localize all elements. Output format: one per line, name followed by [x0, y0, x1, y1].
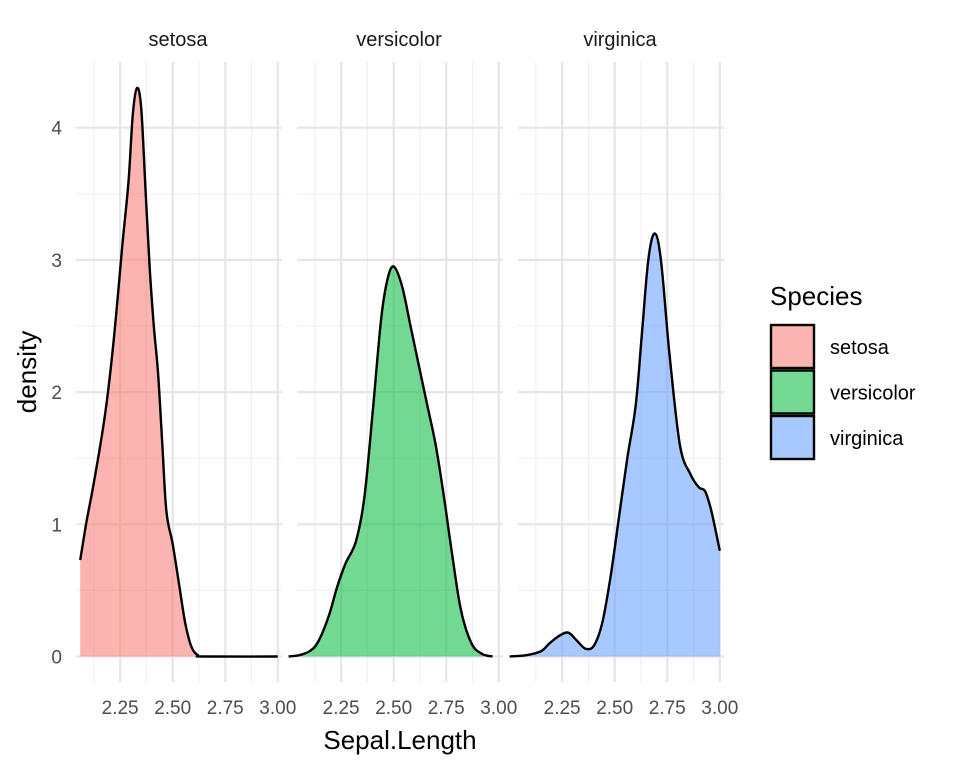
- legend-swatch: [769, 414, 816, 461]
- legend-swatch: [769, 369, 816, 415]
- facet-panel-setosa: setosa 2.25 2.50 2.75 3.00: [76, 29, 296, 719]
- y-axis: 0 1 2 3 4: [51, 119, 62, 669]
- x-tick-label: 2.25: [102, 698, 139, 719]
- x-tick-label: 3.00: [480, 698, 517, 719]
- x-tick-label: 2.50: [596, 698, 633, 719]
- legend-label: virginica: [830, 428, 904, 450]
- legend: Species setosa versicolor virginica: [769, 281, 916, 461]
- y-tick-label: 4: [51, 119, 62, 140]
- density-area-versicolor: [288, 266, 493, 657]
- facet-panels: setosa 2.25 2.50 2.75 3.00 versicolor 2.25 2.50…: [76, 29, 738, 719]
- legend-item-virginica: virginica: [769, 414, 904, 461]
- x-tick-label: 3.00: [259, 698, 296, 719]
- x-tick-label: 2.50: [154, 698, 191, 719]
- y-tick-label: 3: [51, 251, 62, 272]
- y-tick-label: 1: [51, 515, 62, 536]
- facet-strip-label: versicolor: [356, 29, 442, 51]
- legend-swatch: [769, 323, 816, 370]
- x-tick-label: 2.25: [323, 698, 360, 719]
- legend-title: Species: [770, 281, 863, 311]
- x-tick-label: 2.25: [544, 698, 581, 719]
- x-tick-label: 2.75: [428, 698, 465, 719]
- legend-label: versicolor: [830, 383, 916, 405]
- y-tick-label: 0: [51, 648, 62, 669]
- facet-panel-versicolor: versicolor 2.25 2.50 2.75 3.00: [288, 29, 517, 719]
- facet-strip-label: virginica: [583, 29, 657, 51]
- density-curve-setosa: [79, 86, 278, 658]
- density-area-setosa: [80, 87, 278, 657]
- x-tick-label: 2.75: [649, 698, 686, 719]
- facet-panel-virginica: virginica 2.25 2.50 2.75 3.00: [509, 29, 738, 719]
- legend-item-versicolor: versicolor: [769, 369, 916, 415]
- x-axis-title: Sepal.Length: [323, 725, 476, 755]
- y-axis-title: density: [12, 331, 42, 413]
- density-curve-virginica: [509, 232, 721, 658]
- legend-label: setosa: [830, 337, 890, 359]
- facet-strip-label: setosa: [149, 29, 209, 51]
- y-tick-label: 2: [51, 383, 62, 404]
- x-tick-label: 2.50: [375, 698, 412, 719]
- legend-item-setosa: setosa: [769, 323, 890, 370]
- density-curve-versicolor: [288, 265, 493, 658]
- x-tick-label: 2.75: [207, 698, 244, 719]
- x-tick-label: 3.00: [701, 698, 738, 719]
